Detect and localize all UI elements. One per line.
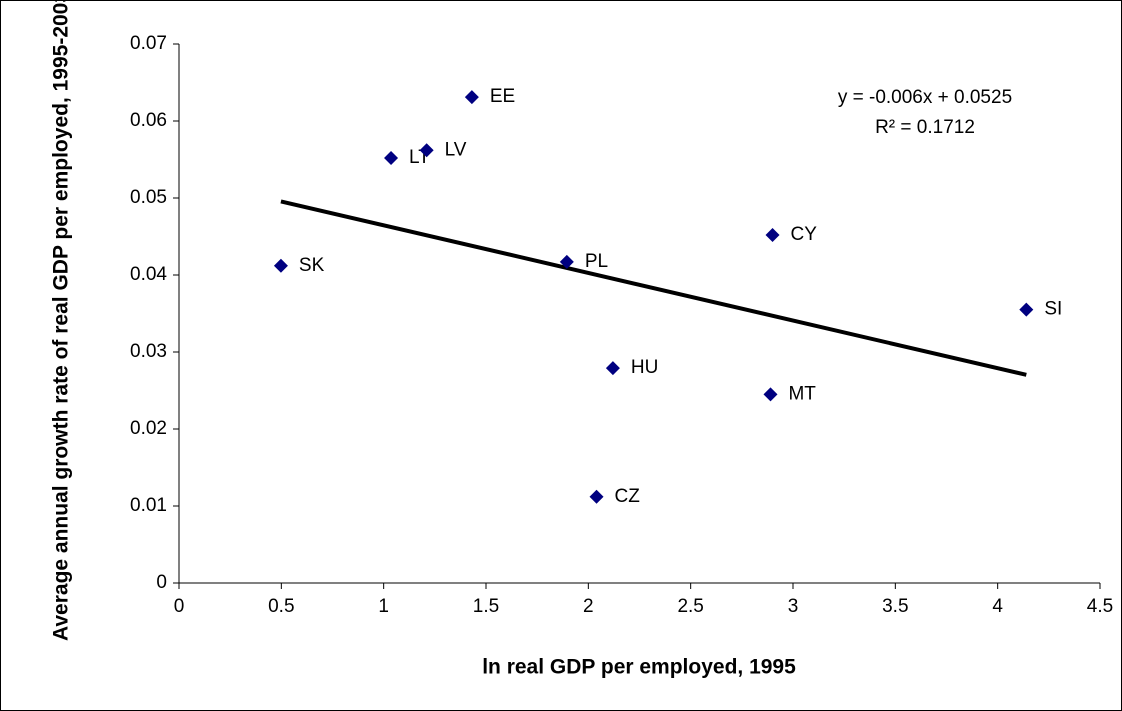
x-tick-label: 0 xyxy=(174,596,185,617)
point xyxy=(605,361,620,376)
point-label: SI xyxy=(1044,299,1062,320)
point xyxy=(763,387,778,402)
point xyxy=(464,90,479,105)
y-tick-label: 0.07 xyxy=(130,33,167,54)
x-tick-label: 3.5 xyxy=(882,596,908,617)
x-tick-label: 0.5 xyxy=(268,596,294,617)
point-label: EE xyxy=(490,86,515,107)
x-axis-title: ln real GDP per employed, 1995 xyxy=(482,656,796,679)
point-label: MT xyxy=(788,383,816,404)
x-tick-label: 3 xyxy=(788,596,799,617)
point xyxy=(1019,302,1034,317)
x-tick-label: 4 xyxy=(992,596,1003,617)
x-tick-label: 2 xyxy=(583,596,594,617)
y-tick-label: 0.05 xyxy=(130,187,167,208)
point-label: LV xyxy=(445,139,467,160)
x-tick-label: 1.5 xyxy=(473,596,499,617)
equation: y = -0.006x + 0.0525 xyxy=(838,87,1012,108)
point-label: CY xyxy=(791,224,818,245)
point xyxy=(273,258,288,273)
point xyxy=(384,150,399,165)
point-label: CZ xyxy=(615,486,641,507)
point xyxy=(589,489,604,504)
y-tick-label: 0 xyxy=(156,572,167,593)
trendline xyxy=(280,199,1027,377)
r-squared: R² = 0.1712 xyxy=(875,117,975,138)
point-label: PL xyxy=(585,251,608,272)
point xyxy=(765,227,780,242)
y-tick-label: 0.01 xyxy=(130,495,167,516)
point xyxy=(419,143,434,158)
y-tick-label: 0.04 xyxy=(130,264,167,285)
x-tick-label: 4.5 xyxy=(1087,596,1113,617)
x-tick-label: 1 xyxy=(378,596,389,617)
x-tick-label: 2.5 xyxy=(677,596,703,617)
y-tick-label: 0.02 xyxy=(130,418,167,439)
y-tick-label: 0.03 xyxy=(130,341,167,362)
y-axis-title: Average annual growth rate of real GDP p… xyxy=(50,0,73,641)
point-label: HU xyxy=(631,357,658,378)
y-tick-label: 0.06 xyxy=(130,110,167,131)
point xyxy=(559,254,574,269)
point-label: SK xyxy=(299,255,325,276)
